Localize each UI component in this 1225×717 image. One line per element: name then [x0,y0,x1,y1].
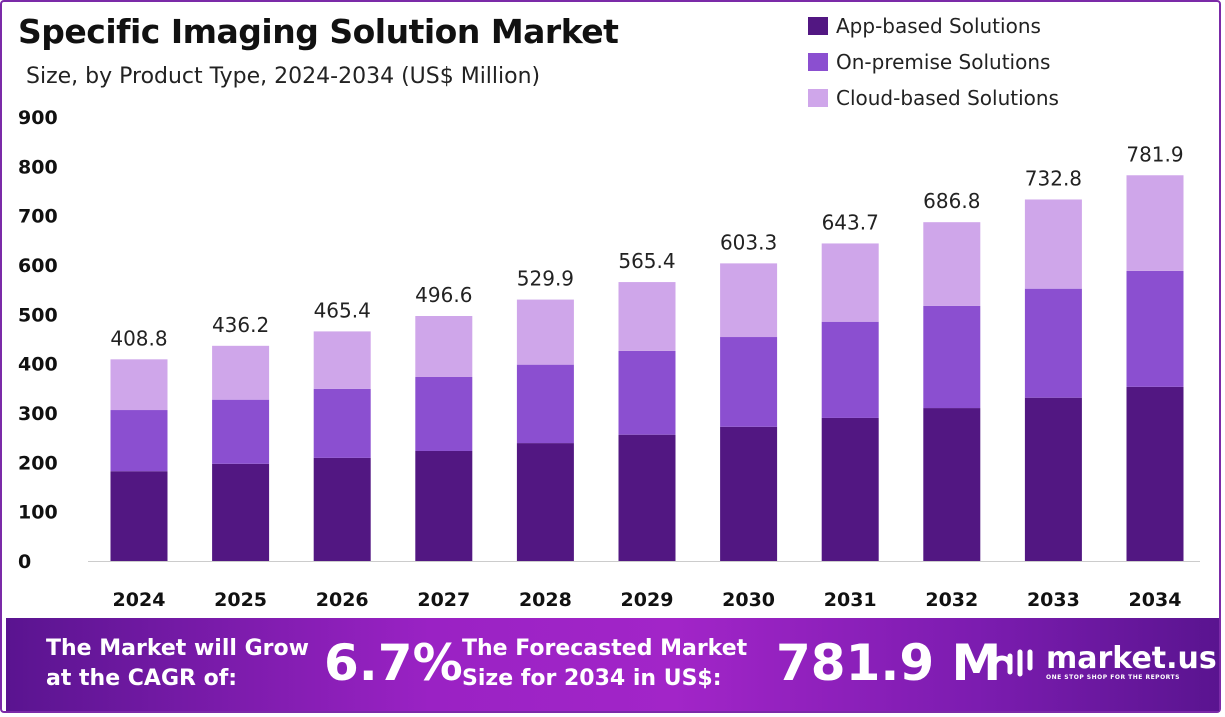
footer-banner: The Market will Grow at the CAGR of: 6.7%… [6,618,1219,711]
y-tick-label: 700 [18,206,58,228]
cagr-value: 6.7% [324,634,463,692]
data-label-total: 643.7 [822,210,879,234]
legend-swatch [808,17,828,35]
data-label-total: 732.8 [1025,166,1082,190]
bar-segment-2028-1 [516,364,574,444]
data-label-total: 496.6 [415,283,472,307]
bar-segment-2025-1 [212,399,270,464]
bar-segment-2031-2 [821,243,879,322]
bar-segment-2030-2 [720,263,778,338]
legend-item-app: App-based Solutions [808,14,1041,38]
y-tick-label: 400 [18,354,58,376]
bar-segment-2027-2 [415,316,473,377]
legend-swatch [808,89,828,107]
chart-subtitle: Size, by Product Type, 2024-2034 (US$ Mi… [26,64,541,89]
data-label-total: 408.8 [110,326,167,350]
y-tick-label: 300 [18,403,58,425]
bar-segment-2033-1 [1024,288,1082,398]
x-tick-label: 2024 [113,589,166,611]
bar-segment-2029-2 [618,282,676,351]
cagr-label-line2: at the CAGR of: [46,666,238,691]
chart-title: Specific Imaging Solution Market [18,12,619,51]
market-us-logo-icon [991,649,1033,677]
legend-swatch [808,53,828,71]
bar-segment-2027-1 [415,376,473,451]
bar-segment-2033-2 [1024,199,1082,289]
logo-name: market.us [1046,640,1217,676]
x-tick-label: 2031 [824,589,877,611]
forecast-label: The Forecasted Market Size for 2034 in US… [462,634,747,694]
bar-segment-2025-2 [212,345,270,400]
x-tick-label: 2026 [316,589,369,611]
bar-segment-2031-1 [821,321,879,418]
bar-segment-2027-0 [415,450,473,561]
bar-segment-2025-0 [212,463,270,561]
y-tick-label: 100 [18,502,58,524]
x-tick-label: 2028 [519,589,572,611]
bar-segment-2031-0 [821,417,879,561]
bar-segment-2024-1 [110,410,168,472]
bar-segment-2028-2 [516,299,574,365]
bar-segment-2034-2 [1126,175,1184,271]
bar-segment-2034-0 [1126,386,1184,561]
y-tick-label: 0 [18,551,31,573]
bar-segment-2030-0 [720,426,778,561]
bar-segment-2026-2 [313,331,371,389]
y-tick-label: 800 [18,156,58,178]
legend-label: On-premise Solutions [836,50,1051,74]
data-label-total: 465.4 [314,298,371,322]
y-tick-label: 600 [18,255,58,277]
x-tick-label: 2025 [214,589,267,611]
legend-label: App-based Solutions [836,14,1041,38]
data-label-total: 781.9 [1126,142,1183,166]
bar-segment-2026-0 [313,457,371,561]
data-label-total: 686.8 [923,189,980,213]
data-label-total: 565.4 [618,249,675,273]
bar-segment-2034-1 [1126,270,1184,387]
bar-segment-2030-1 [720,337,778,427]
market-us-logo: market.us ONE STOP SHOP FOR THE REPORTS [988,642,1217,682]
bar-segment-2028-0 [516,443,574,561]
bar-segment-2032-1 [923,305,981,409]
x-tick-label: 2030 [722,589,775,611]
bar-segment-2024-2 [110,359,168,411]
logo-tagline: ONE STOP SHOP FOR THE REPORTS [1046,673,1180,681]
bar-segment-2032-0 [923,408,981,561]
y-tick-label: 900 [18,107,58,129]
legend-item-cloud: Cloud-based Solutions [808,86,1059,110]
x-tick-label: 2034 [1129,589,1182,611]
x-tick-label: 2027 [417,589,470,611]
data-label-total: 529.9 [517,267,574,291]
y-tick-label: 500 [18,304,58,326]
y-tick-label: 200 [18,452,58,474]
bar-segment-2024-0 [110,471,168,561]
bar-segment-2033-0 [1024,397,1082,561]
data-label-total: 436.2 [212,313,269,337]
bar-segment-2029-0 [618,434,676,561]
forecast-value: 781.9 M [776,634,1002,692]
x-tick-label: 2029 [621,589,674,611]
x-tick-label: 2033 [1027,589,1080,611]
cagr-label: The Market will Grow at the CAGR of: [46,634,309,694]
forecast-label-line1: The Forecasted Market [462,636,748,661]
chart-plot: 0 100 200 300 400 500 600 700 800 900 408.8 2024 436… [18,107,1200,611]
bar-segment-2032-2 [923,222,981,306]
data-label-total: 603.3 [720,230,777,254]
cagr-label-line1: The Market will Grow [46,636,309,661]
forecast-label-line2: Size for 2034 in US$: [462,666,722,691]
legend-label: Cloud-based Solutions [836,86,1059,110]
x-tick-label: 2032 [925,589,978,611]
bar-segment-2026-1 [313,388,371,458]
bar-segment-2029-1 [618,350,676,435]
legend-item-onpremise: On-premise Solutions [808,50,1050,74]
